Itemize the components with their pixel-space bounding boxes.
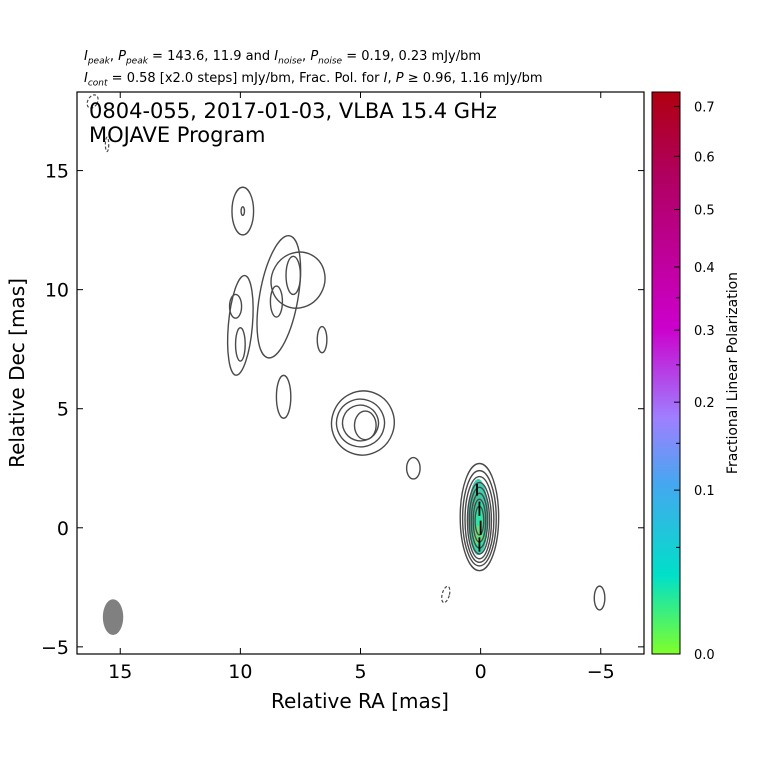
colorbar-tick-label-4: 0.4 xyxy=(694,261,715,276)
cont-text: = 0.58 [x2.0 steps] mJy/bm, Frac. Pol. f… xyxy=(107,71,384,86)
p-peak-symbol: P xyxy=(118,49,126,64)
x-axis-label: Relative RA [mas] xyxy=(271,689,449,713)
colorbar-tick-label-5: 0.5 xyxy=(694,204,715,219)
x-tick-label-4: −5 xyxy=(587,661,615,683)
jet-contour-13 xyxy=(270,251,326,309)
i-noise-symbol: I xyxy=(274,49,279,64)
plot-area xyxy=(86,94,606,635)
y-tick-label-2: 5 xyxy=(57,399,69,421)
jet-contour-10 xyxy=(228,293,243,319)
jet-contour-11 xyxy=(234,327,246,362)
colorbar-ticks: 0.0 0.1 0.2 0.3 0.4 0.5 0.6 0.7 xyxy=(674,100,715,663)
jet-contour-16 xyxy=(593,585,606,611)
p-noise-subscript: noise xyxy=(318,56,343,67)
core-contour-0 xyxy=(459,462,500,572)
jet-contour-3 xyxy=(353,410,377,441)
colorbar-label: Fractional Linear Polarization xyxy=(725,272,741,474)
i-peak-symbol: I xyxy=(84,49,88,64)
colorbar-tick-label-1: 0.1 xyxy=(694,484,715,499)
jet-contour-0 xyxy=(330,390,395,456)
p-noise-symbol: P xyxy=(310,49,319,64)
p-symbol: P xyxy=(395,71,404,86)
p-peak-subscript: peak xyxy=(125,56,148,67)
y-tick-label-3: 10 xyxy=(45,280,69,302)
colorbar-tick-label-2: 0.2 xyxy=(694,396,715,411)
i-symbol: I xyxy=(383,71,388,86)
beam-ellipse xyxy=(102,599,124,635)
colorbar-tick-label-0: 0.0 xyxy=(694,648,715,663)
jet-contour-14 xyxy=(285,255,302,296)
i-cont-symbol: I xyxy=(84,71,88,86)
plot-frame xyxy=(76,91,645,655)
core-contour-2 xyxy=(464,475,495,564)
i-cont-subscript: cont xyxy=(87,78,108,89)
colorbar-tick-label-7: 0.7 xyxy=(694,100,715,115)
jet-contour-15 xyxy=(269,285,284,318)
jet-contour-8 xyxy=(240,206,246,217)
colorbar xyxy=(652,92,680,654)
jet-contour-7 xyxy=(231,186,255,236)
x-tick-label-1: 10 xyxy=(228,661,252,683)
colorbar-frame xyxy=(651,91,681,655)
jet-contour-6 xyxy=(316,325,328,354)
i-noise-subscript: noise xyxy=(278,56,303,67)
plot-title-line-2: MOJAVE Program xyxy=(89,123,265,147)
jet-contour-2 xyxy=(341,404,380,442)
header-line-2: Icont = 0.58 [x2.0 steps] mJy/bm, Frac. … xyxy=(84,71,543,89)
noise-values: 0.19, 0.23 mJy/bm xyxy=(361,49,482,64)
jet-contour-1 xyxy=(335,398,386,448)
y-tick-label-4: 15 xyxy=(45,161,69,183)
x-tick-label-0: 15 xyxy=(108,661,132,683)
peak-values: 143.6, 11.9 xyxy=(167,49,242,64)
negative-contour-1 xyxy=(104,136,110,153)
colorbar-tick-label-3: 0.3 xyxy=(694,324,715,339)
y-axis-label: Relative Dec [mas] xyxy=(5,278,29,468)
y-tick-label-0: −5 xyxy=(41,637,69,659)
core-contour-1 xyxy=(461,469,497,567)
jet-contour-5 xyxy=(275,374,292,419)
jet-contour-4 xyxy=(405,456,421,480)
y-tick-label-1: 0 xyxy=(57,518,69,540)
negative-contour-2 xyxy=(86,94,99,109)
x-tick-label-3: 0 xyxy=(475,661,487,683)
jet-contour-9 xyxy=(226,274,254,376)
colorbar-tick-label-6: 0.6 xyxy=(694,150,715,165)
i-peak-subscript: peak xyxy=(87,56,110,67)
header-line-1: Ipeak, Ppeak = 143.6, 11.9 and Inoise, P… xyxy=(84,49,482,67)
jet-contour-12 xyxy=(256,235,302,359)
core-contour-4 xyxy=(468,486,491,555)
core-contour-3 xyxy=(466,481,493,560)
axis-ticks: 15 10 5 0 −5 −5 0 5 10 15 xyxy=(41,92,644,683)
x-tick-label-2: 5 xyxy=(354,661,366,683)
threshold-text: 0.96, 1.16 mJy/bm xyxy=(422,71,543,86)
negative-contour-0 xyxy=(441,585,451,604)
plot-title-line-1: 0804-055, 2017-01-03, VLBA 15.4 GHz xyxy=(89,99,497,123)
